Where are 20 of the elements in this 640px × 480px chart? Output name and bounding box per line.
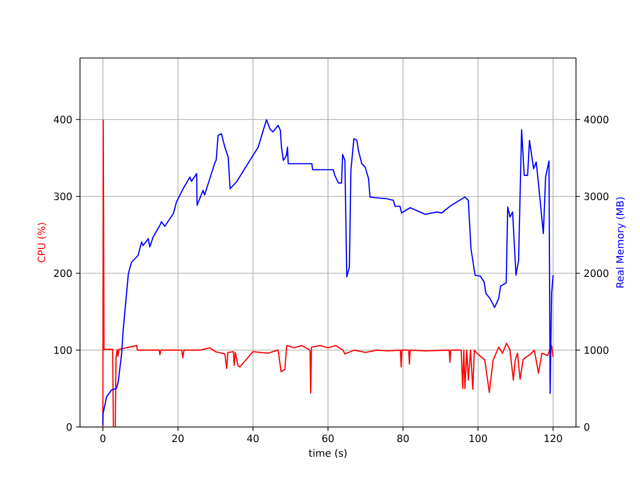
y-tick-label: 200 (54, 269, 72, 278)
y2-tick-label: 0 (584, 423, 590, 431)
y-axis-title: CPU (%) (37, 222, 46, 262)
x-tick-label: 0 (100, 434, 106, 442)
x-axis-title: time (s) (308, 449, 347, 458)
y-tick-label: 100 (54, 346, 72, 354)
x-tick-label: 120 (544, 434, 562, 442)
y2-tick-label: 1000 (584, 346, 608, 354)
x-tick-label: 20 (172, 434, 184, 442)
y-tick-label: 0 (66, 423, 72, 431)
x-tick-label: 40 (247, 434, 259, 442)
y2-tick-label: 3000 (584, 192, 608, 200)
y-tick-label: 400 (54, 116, 72, 124)
y-tick-label: 300 (54, 192, 72, 200)
x-tick-label: 60 (322, 434, 334, 442)
x-tick-label: 100 (470, 434, 487, 442)
x-tick-label: 80 (397, 434, 409, 442)
y2-tick-label: 2000 (584, 269, 608, 278)
y2-axis-title: Real Memory (MB) (616, 197, 626, 288)
y2-tick-label: 4000 (584, 116, 608, 124)
